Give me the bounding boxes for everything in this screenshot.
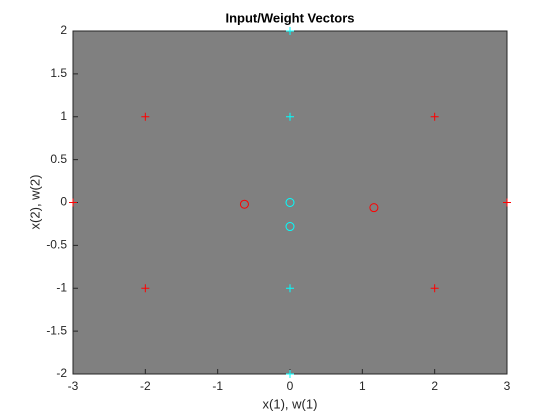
x-tick-label: 2 <box>431 379 438 393</box>
x-tick-label: -1 <box>212 379 223 393</box>
plot-area <box>73 31 507 374</box>
x-axis-label: x(1), w(1) <box>263 396 318 411</box>
x-tick-label: 1 <box>359 379 366 393</box>
marker-plus <box>69 198 77 207</box>
x-tick-label: 0 <box>287 379 294 393</box>
marker-circle <box>285 198 295 207</box>
marker-plus <box>286 284 294 293</box>
marker-circle <box>369 203 379 213</box>
marker-plus <box>286 370 294 378</box>
marker-plus <box>430 112 439 121</box>
marker-plus <box>141 284 150 293</box>
y-tick-label: 2 <box>60 23 67 37</box>
y-tick-label: -1 <box>56 280 67 294</box>
y-tick-label: -0.5 <box>46 238 67 252</box>
y-axis-label: x(2), w(2) <box>27 175 42 230</box>
marker-circle <box>285 222 295 232</box>
x-tick-label: -3 <box>68 379 79 393</box>
y-tick-label: 1 <box>60 109 67 123</box>
y-tick-label: 0.5 <box>50 152 67 166</box>
y-tick-label: 1.5 <box>50 66 67 80</box>
marker-plus <box>286 27 294 35</box>
marker-circle <box>239 199 249 209</box>
chart-title: Input/Weight Vectors <box>225 10 354 25</box>
marker-plus <box>286 112 294 121</box>
y-tick-label: -1.5 <box>46 323 67 337</box>
marker-plus <box>430 284 439 293</box>
y-tick-label: 0 <box>60 195 67 209</box>
marker-plus <box>503 198 511 207</box>
marker-plus <box>141 112 150 121</box>
y-tick-label: -2 <box>56 366 67 380</box>
x-tick-label: -2 <box>140 379 151 393</box>
x-tick-label: 3 <box>504 379 511 393</box>
